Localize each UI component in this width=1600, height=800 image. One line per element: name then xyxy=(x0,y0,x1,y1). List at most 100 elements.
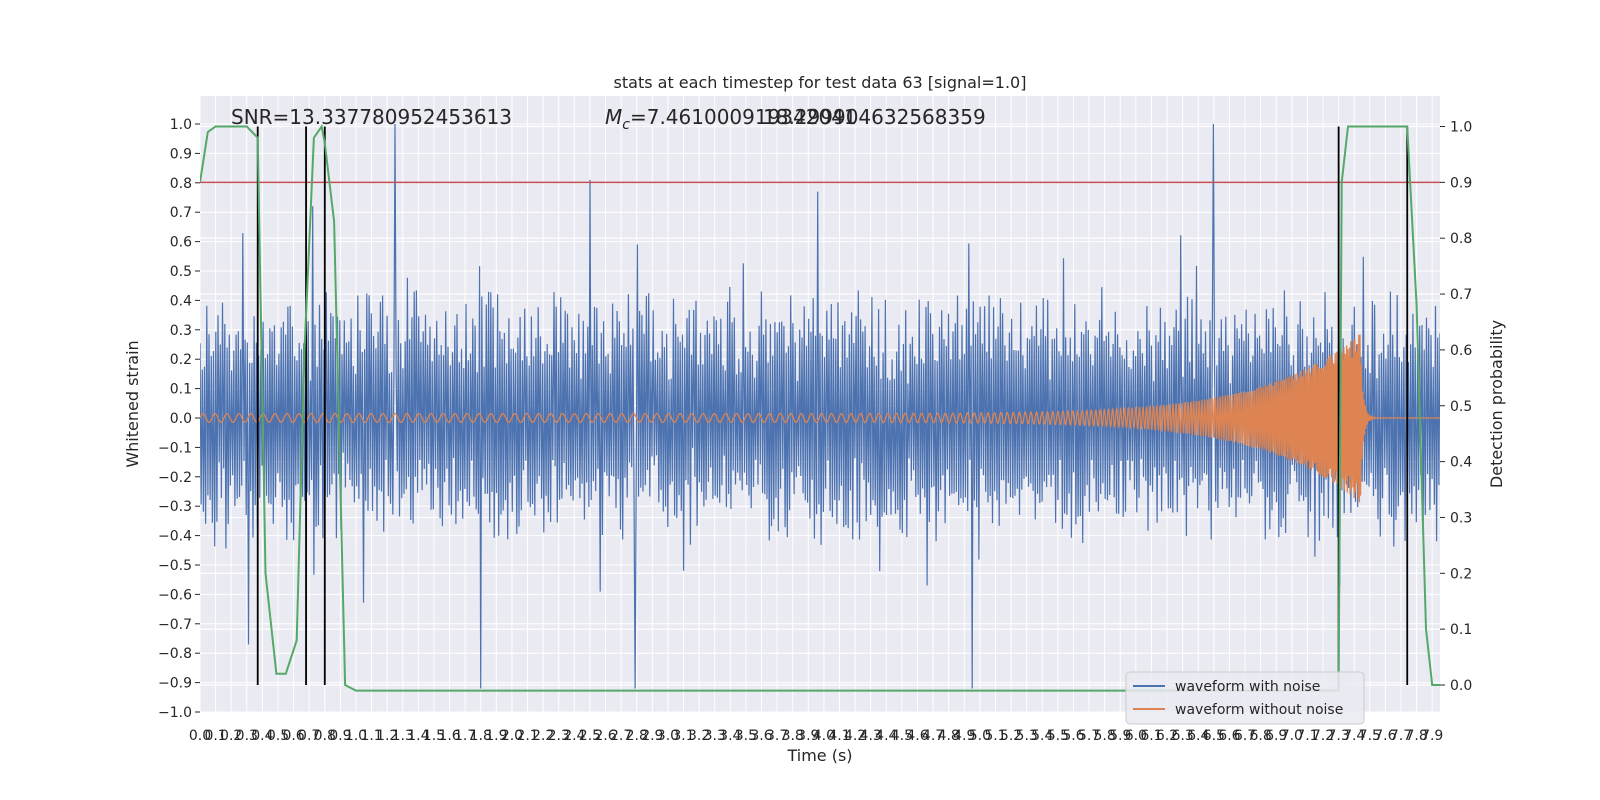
x-tick-label: 6.7 xyxy=(1234,728,1256,744)
x-tick-label: 2.6 xyxy=(594,728,616,744)
x-tick-label: 4.9 xyxy=(953,728,975,744)
x-tick-label: 5.8 xyxy=(1094,728,1116,744)
x-tick-label: 7.8 xyxy=(1405,728,1427,744)
legend-label-clean: waveform without noise xyxy=(1175,702,1343,718)
y2-tick-label: 0.0 xyxy=(1450,678,1472,694)
mc-annotation: Mc=7.461000919342041 xyxy=(605,105,857,133)
mc-overlap-annotation: 18.299904632568359 xyxy=(763,105,986,129)
x-tick-label: 1.2 xyxy=(376,728,398,744)
y-axis-ticks: −1.0 −0.9 −0.8 −0.7 −0.6 −0.5 −0.4 −0.3 −0.2 −0.1… xyxy=(158,117,200,721)
x-tick-label: 5.7 xyxy=(1078,728,1100,744)
x-tick-label: 0.6 xyxy=(282,728,304,744)
y2-tick-label: 0.2 xyxy=(1450,566,1472,582)
x-tick-label: 2.4 xyxy=(563,728,585,744)
y-tick-label: 0.3 xyxy=(170,323,192,339)
x-tick-label: 6.5 xyxy=(1203,728,1225,744)
y2-tick-label: 0.7 xyxy=(1450,287,1472,303)
mc-symbol: M xyxy=(605,105,622,129)
x-tick-label: 1.3 xyxy=(392,728,414,744)
x-tick-label: 1.1 xyxy=(360,728,382,744)
y-tick-label: −0.7 xyxy=(158,617,192,633)
x-tick-label: 6.8 xyxy=(1249,728,1271,744)
y-tick-label: 0.4 xyxy=(170,293,192,309)
y-tick-label: −0.3 xyxy=(158,499,192,515)
x-tick-label: 0.5 xyxy=(267,728,289,744)
y2-axis-ticks: 0.0 0.1 0.2 0.3 0.4 0.5 0.6 0.7 0.8 0.9 1.0 xyxy=(1440,120,1472,694)
x-tick-label: 4.8 xyxy=(938,728,960,744)
x-axis-ticks: 0.00.10.20.30.40.50.60.70.80.91.01.11.21… xyxy=(189,728,1443,744)
y-tick-label: 0.8 xyxy=(170,176,192,192)
series-waveform-without-noise xyxy=(200,334,1440,503)
chart-title: stats at each timestep for test data 63 … xyxy=(614,73,1027,92)
x-tick-label: 0.9 xyxy=(329,728,351,744)
x-tick-label: 4.2 xyxy=(844,728,866,744)
y2-tick-label: 1.0 xyxy=(1450,120,1472,136)
y-tick-label: −0.9 xyxy=(158,676,192,692)
x-tick-label: 4.5 xyxy=(891,728,913,744)
y-tick-label: −0.5 xyxy=(158,558,192,574)
x-tick-label: 5.1 xyxy=(984,728,1006,744)
y-tick-label: 0.6 xyxy=(170,235,192,251)
y-tick-label: 0.9 xyxy=(170,146,192,162)
y-tick-label: 0.5 xyxy=(170,264,192,280)
x-tick-label: 6.4 xyxy=(1187,728,1209,744)
x-tick-label: 3.2 xyxy=(688,728,710,744)
x-tick-label: 3.6 xyxy=(750,728,772,744)
x-tick-label: 7.1 xyxy=(1296,728,1318,744)
mc-subscript: c xyxy=(622,117,630,133)
x-tick-label: 0.3 xyxy=(236,728,258,744)
x-tick-label: 2.2 xyxy=(532,728,554,744)
x-tick-label: 1.6 xyxy=(438,728,460,744)
y-tick-label: 1.0 xyxy=(170,117,192,133)
y-tick-label: −0.8 xyxy=(158,646,192,662)
x-tick-label: 0.0 xyxy=(189,728,211,744)
x-tick-label: 7.0 xyxy=(1281,728,1303,744)
x-tick-label: 3.3 xyxy=(704,728,726,744)
x-tick-label: 3.1 xyxy=(672,728,694,744)
legend-box xyxy=(1125,671,1365,725)
x-tick-label: 0.8 xyxy=(314,728,336,744)
y-tick-label: −1.0 xyxy=(158,705,192,721)
legend-label-noise: waveform with noise xyxy=(1175,679,1320,695)
x-tick-label: 6.1 xyxy=(1140,728,1162,744)
x-tick-label: 2.5 xyxy=(579,728,601,744)
x-tick-label: 2.8 xyxy=(626,728,648,744)
x-tick-label: 7.9 xyxy=(1421,728,1443,744)
x-tick-label: 6.3 xyxy=(1172,728,1194,744)
x-tick-label: 1.9 xyxy=(485,728,507,744)
x-tick-label: 4.3 xyxy=(860,728,882,744)
y2-tick-label: 0.1 xyxy=(1450,622,1472,638)
series-detection-probability xyxy=(200,123,1440,692)
y2-tick-label: 0.6 xyxy=(1450,343,1472,359)
x-tick-label: 7.3 xyxy=(1327,728,1349,744)
y-tick-label: −0.4 xyxy=(158,529,192,545)
legend: waveform with noise waveform without noi… xyxy=(1125,671,1365,725)
y-tick-label: 0.1 xyxy=(170,382,192,398)
x-tick-label: 1.0 xyxy=(345,728,367,744)
x-tick-label: 3.8 xyxy=(782,728,804,744)
x-tick-label: 0.2 xyxy=(220,728,242,744)
y2-axis-label: Detection probability xyxy=(1487,320,1506,488)
x-tick-label: 2.7 xyxy=(610,728,632,744)
x-tick-label: 7.2 xyxy=(1312,728,1334,744)
x-tick-label: 1.4 xyxy=(407,728,429,744)
x-tick-label: 2.3 xyxy=(548,728,570,744)
x-tick-label: 5.4 xyxy=(1031,728,1053,744)
x-tick-label: 6.0 xyxy=(1125,728,1147,744)
x-axis-label: Time (s) xyxy=(786,746,852,765)
y-tick-label: −0.6 xyxy=(158,587,192,603)
x-tick-label: 1.8 xyxy=(470,728,492,744)
x-tick-label: 3.0 xyxy=(657,728,679,744)
y-tick-label: 0.0 xyxy=(170,411,192,427)
x-tick-label: 3.7 xyxy=(766,728,788,744)
vertical-markers xyxy=(256,126,1409,685)
y-tick-label: 0.2 xyxy=(170,352,192,368)
y2-tick-label: 0.5 xyxy=(1450,399,1472,415)
x-tick-label: 5.5 xyxy=(1047,728,1069,744)
y2-tick-label: 0.4 xyxy=(1450,455,1472,471)
x-tick-label: 5.3 xyxy=(1016,728,1038,744)
snr-annotation: SNR=13.337780952453613 xyxy=(231,105,512,129)
x-tick-label: 4.0 xyxy=(813,728,835,744)
x-tick-label: 4.7 xyxy=(922,728,944,744)
y2-tick-label: 0.3 xyxy=(1450,510,1472,526)
